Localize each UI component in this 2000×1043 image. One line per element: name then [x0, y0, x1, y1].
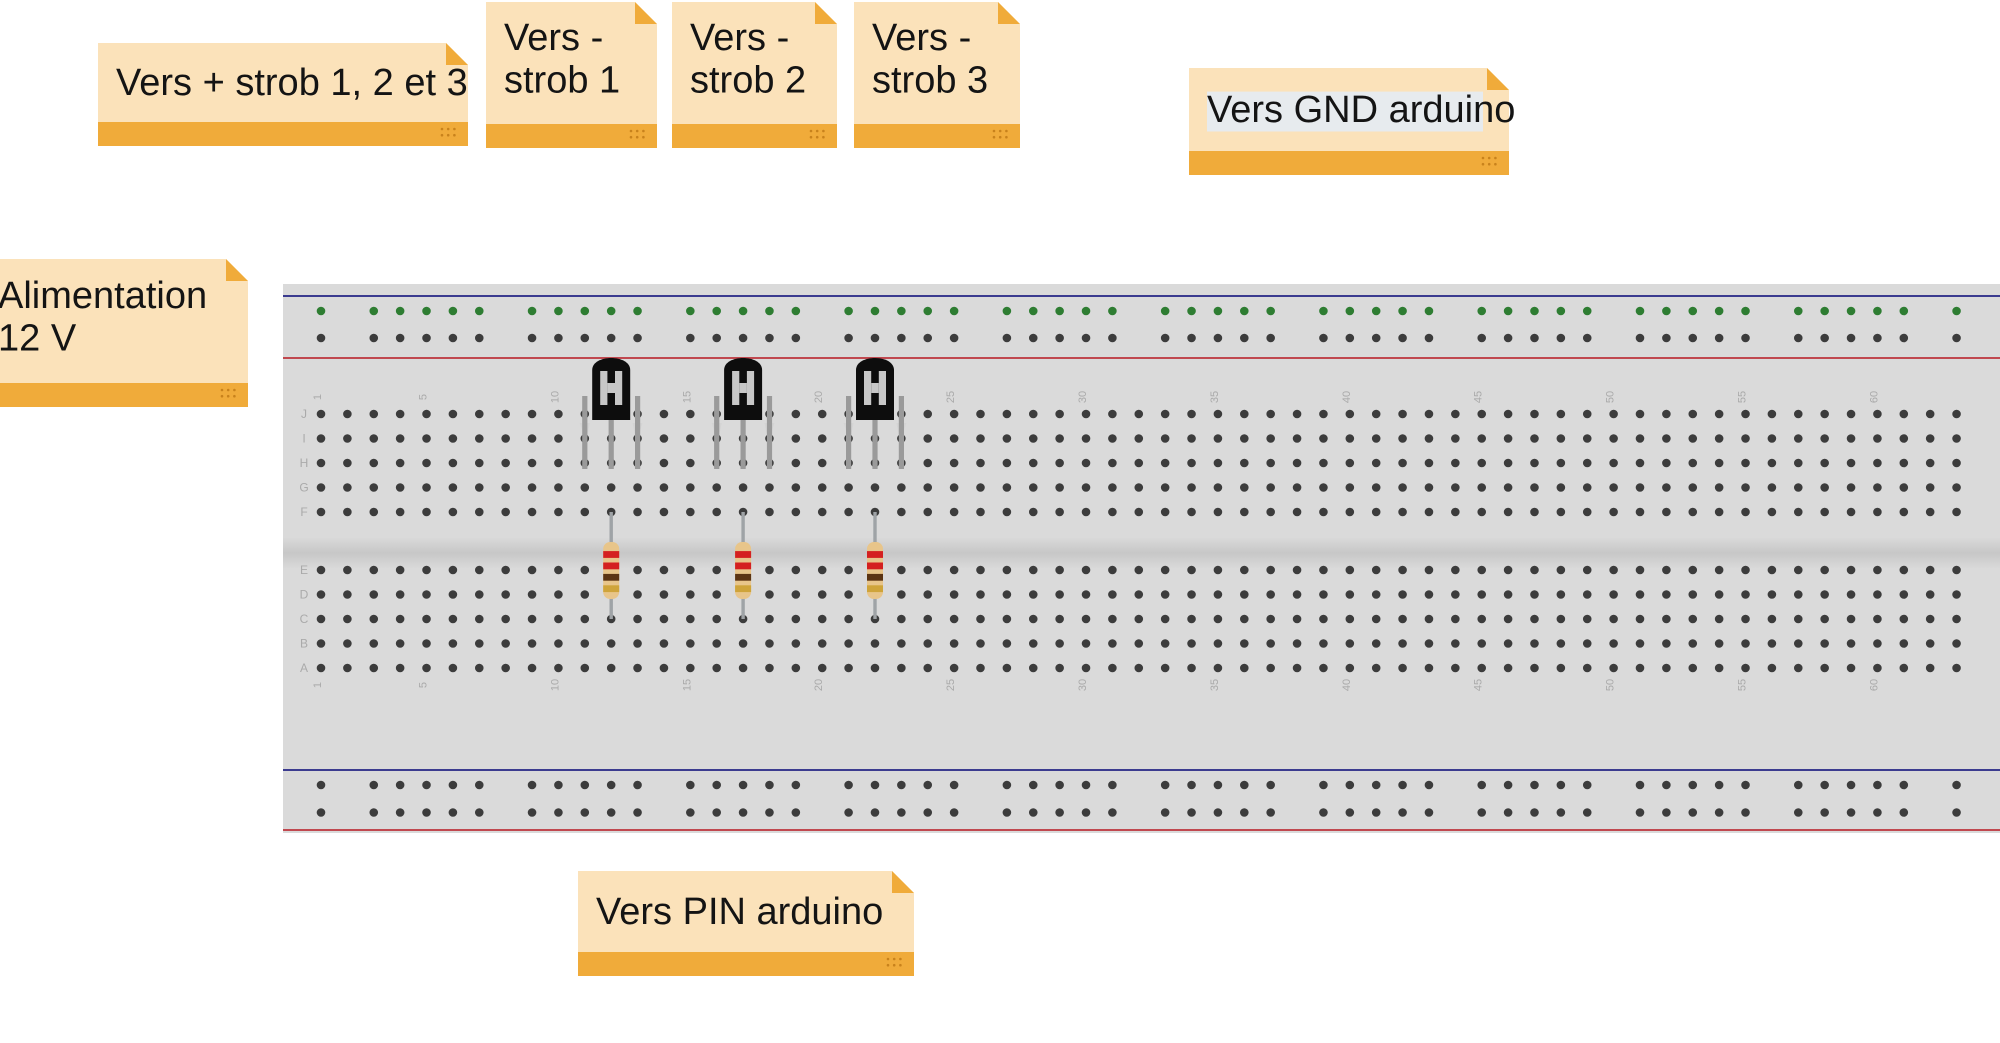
- svg-text:B: B: [300, 637, 308, 651]
- svg-text:F: F: [300, 505, 307, 519]
- svg-text:C: C: [300, 612, 309, 626]
- svg-text:25: 25: [945, 679, 957, 691]
- svg-text:12 V: 12 V: [0, 318, 77, 360]
- svg-text:40: 40: [1341, 391, 1353, 403]
- svg-text:Vers -: Vers -: [872, 17, 971, 59]
- svg-text:40: 40: [1341, 679, 1353, 691]
- svg-text:J: J: [301, 407, 307, 421]
- svg-text:Vers GND arduino: Vers GND arduino: [1207, 89, 1515, 131]
- svg-text:15: 15: [681, 391, 693, 403]
- svg-text:35: 35: [1209, 391, 1221, 403]
- svg-text:E: E: [300, 563, 308, 577]
- svg-text:60: 60: [1868, 391, 1880, 403]
- svg-text:50: 50: [1605, 679, 1617, 691]
- svg-text:I: I: [302, 432, 305, 446]
- svg-text:1: 1: [312, 682, 324, 688]
- svg-text:10: 10: [549, 391, 561, 403]
- svg-text:35: 35: [1209, 679, 1221, 691]
- svg-text:60: 60: [1868, 679, 1880, 691]
- svg-text:50: 50: [1605, 391, 1617, 403]
- svg-text:A: A: [300, 661, 308, 675]
- svg-text:H: H: [300, 456, 309, 470]
- svg-text:55: 55: [1737, 679, 1749, 691]
- svg-text:15: 15: [681, 679, 693, 691]
- svg-text:30: 30: [1077, 679, 1089, 691]
- svg-text:strob 1: strob 1: [504, 60, 620, 102]
- svg-text:5: 5: [418, 682, 430, 688]
- svg-text:20: 20: [813, 391, 825, 403]
- svg-text:25: 25: [945, 391, 957, 403]
- svg-text:45: 45: [1473, 679, 1485, 691]
- svg-text:30: 30: [1077, 391, 1089, 403]
- svg-text:1: 1: [312, 394, 324, 400]
- svg-text:Vers -: Vers -: [690, 17, 789, 59]
- svg-text:45: 45: [1473, 391, 1485, 403]
- svg-text:strob 2: strob 2: [690, 60, 806, 102]
- svg-text:10: 10: [549, 679, 561, 691]
- svg-text:strob 3: strob 3: [872, 60, 988, 102]
- svg-text:Vers PIN arduino: Vers PIN arduino: [596, 891, 883, 933]
- svg-text:55: 55: [1737, 391, 1749, 403]
- svg-text:20: 20: [813, 679, 825, 691]
- svg-text:Vers + strob 1, 2 et 3: Vers + strob 1, 2 et 3: [116, 62, 468, 104]
- svg-text:G: G: [299, 481, 308, 495]
- svg-text:Alimentation: Alimentation: [0, 275, 207, 317]
- svg-text:Vers -: Vers -: [504, 17, 603, 59]
- svg-text:D: D: [300, 588, 309, 602]
- svg-text:5: 5: [418, 394, 430, 400]
